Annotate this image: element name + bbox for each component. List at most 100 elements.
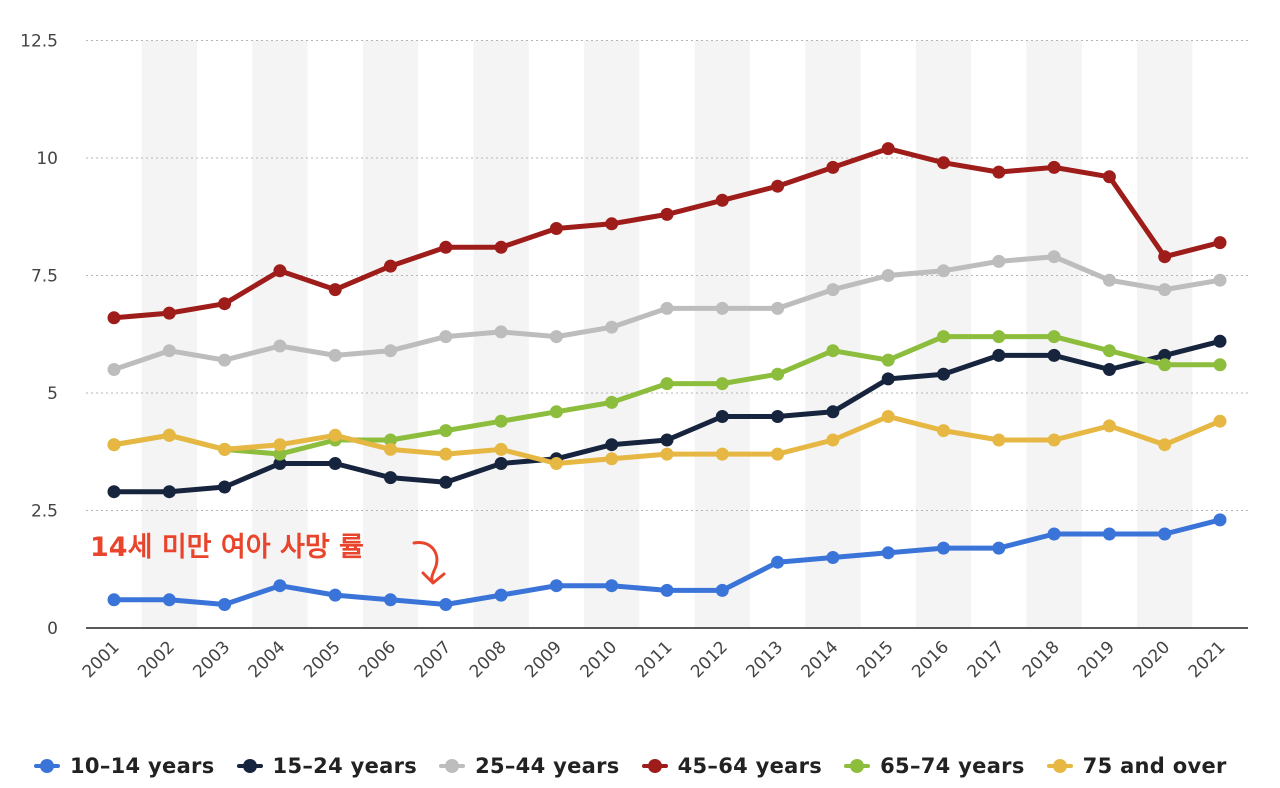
data-point[interactable] [660, 301, 674, 315]
data-point[interactable] [937, 541, 950, 555]
data-point[interactable] [1158, 438, 1172, 452]
data-point[interactable] [273, 447, 287, 461]
data-point[interactable] [107, 438, 121, 452]
data-point[interactable] [605, 438, 619, 452]
data-point[interactable] [549, 579, 563, 593]
data-point[interactable] [937, 156, 950, 170]
data-point[interactable] [937, 264, 950, 278]
data-point[interactable] [1102, 170, 1116, 184]
data-point[interactable] [328, 457, 342, 470]
data-point[interactable] [384, 433, 397, 447]
data-point[interactable] [273, 457, 287, 470]
data-point[interactable] [826, 344, 840, 358]
data-point[interactable] [992, 254, 1006, 268]
data-point[interactable] [273, 579, 287, 593]
data-point[interactable] [107, 363, 121, 376]
data-point[interactable] [881, 410, 895, 423]
data-point[interactable] [328, 283, 342, 297]
data-point[interactable] [107, 311, 121, 325]
data-point[interactable] [439, 330, 453, 344]
data-point[interactable] [1047, 527, 1061, 541]
data-point[interactable] [660, 433, 674, 447]
legend-item[interactable]: 75 and over [1046, 754, 1227, 778]
data-point[interactable] [1213, 236, 1227, 250]
data-point[interactable] [771, 301, 785, 315]
data-point[interactable] [1213, 358, 1227, 372]
data-point[interactable] [826, 405, 840, 419]
data-point[interactable] [273, 438, 287, 452]
data-point[interactable] [1158, 250, 1172, 264]
data-point[interactable] [605, 217, 619, 231]
data-point[interactable] [1213, 414, 1227, 428]
data-point[interactable] [826, 283, 840, 297]
data-point[interactable] [218, 353, 232, 367]
data-point[interactable] [384, 442, 397, 456]
data-point[interactable] [660, 447, 674, 461]
data-point[interactable] [605, 579, 619, 593]
data-point[interactable] [605, 320, 619, 334]
data-point[interactable] [992, 541, 1006, 555]
data-point[interactable] [826, 433, 840, 447]
data-point[interactable] [1047, 330, 1061, 344]
data-point[interactable] [992, 433, 1006, 447]
data-point[interactable] [1047, 160, 1061, 174]
legend-item[interactable]: 25–44 years [439, 754, 620, 778]
data-point[interactable] [384, 471, 397, 485]
data-point[interactable] [439, 475, 453, 489]
data-point[interactable] [1158, 358, 1172, 372]
data-point[interactable] [494, 325, 508, 339]
data-point[interactable] [1213, 334, 1227, 348]
legend-item[interactable]: 65–74 years [844, 754, 1025, 778]
data-point[interactable] [771, 447, 785, 461]
data-point[interactable] [1102, 419, 1116, 433]
data-point[interactable] [771, 179, 785, 193]
data-point[interactable] [162, 344, 176, 358]
data-point[interactable] [1102, 273, 1116, 287]
data-point[interactable] [1102, 527, 1116, 541]
data-point[interactable] [1158, 348, 1172, 362]
data-point[interactable] [660, 377, 674, 391]
data-point[interactable] [937, 330, 950, 344]
data-point[interactable] [881, 269, 895, 282]
data-point[interactable] [273, 339, 287, 353]
data-point[interactable] [162, 593, 176, 607]
data-point[interactable] [715, 447, 729, 461]
data-point[interactable] [439, 598, 453, 611]
data-point[interactable] [881, 353, 895, 367]
data-point[interactable] [162, 485, 176, 499]
data-point[interactable] [384, 344, 397, 358]
data-point[interactable] [1213, 273, 1227, 287]
data-point[interactable] [107, 593, 121, 607]
data-point[interactable] [549, 222, 563, 235]
data-point[interactable] [218, 442, 232, 456]
data-point[interactable] [439, 424, 453, 438]
data-point[interactable] [881, 142, 895, 156]
data-point[interactable] [1158, 527, 1172, 541]
data-point[interactable] [605, 452, 619, 466]
data-point[interactable] [1102, 363, 1116, 376]
data-point[interactable] [549, 330, 563, 344]
data-point[interactable] [494, 457, 508, 470]
data-point[interactable] [992, 330, 1006, 344]
data-point[interactable] [439, 447, 453, 461]
data-point[interactable] [439, 240, 453, 254]
data-point[interactable] [162, 306, 176, 320]
data-point[interactable] [1047, 250, 1061, 264]
data-point[interactable] [494, 414, 508, 428]
data-point[interactable] [549, 405, 563, 419]
data-point[interactable] [549, 457, 563, 470]
data-point[interactable] [771, 367, 785, 381]
data-point[interactable] [715, 301, 729, 315]
data-point[interactable] [218, 297, 232, 311]
data-point[interactable] [494, 588, 508, 602]
data-point[interactable] [328, 348, 342, 362]
data-point[interactable] [328, 428, 342, 442]
legend-item[interactable]: 15–24 years [236, 754, 418, 778]
data-point[interactable] [715, 193, 729, 207]
data-point[interactable] [328, 588, 342, 602]
data-point[interactable] [384, 593, 397, 607]
legend-item[interactable]: 45–64 years [641, 754, 823, 778]
data-point[interactable] [715, 583, 729, 597]
data-point[interactable] [826, 160, 840, 174]
data-point[interactable] [218, 480, 232, 494]
